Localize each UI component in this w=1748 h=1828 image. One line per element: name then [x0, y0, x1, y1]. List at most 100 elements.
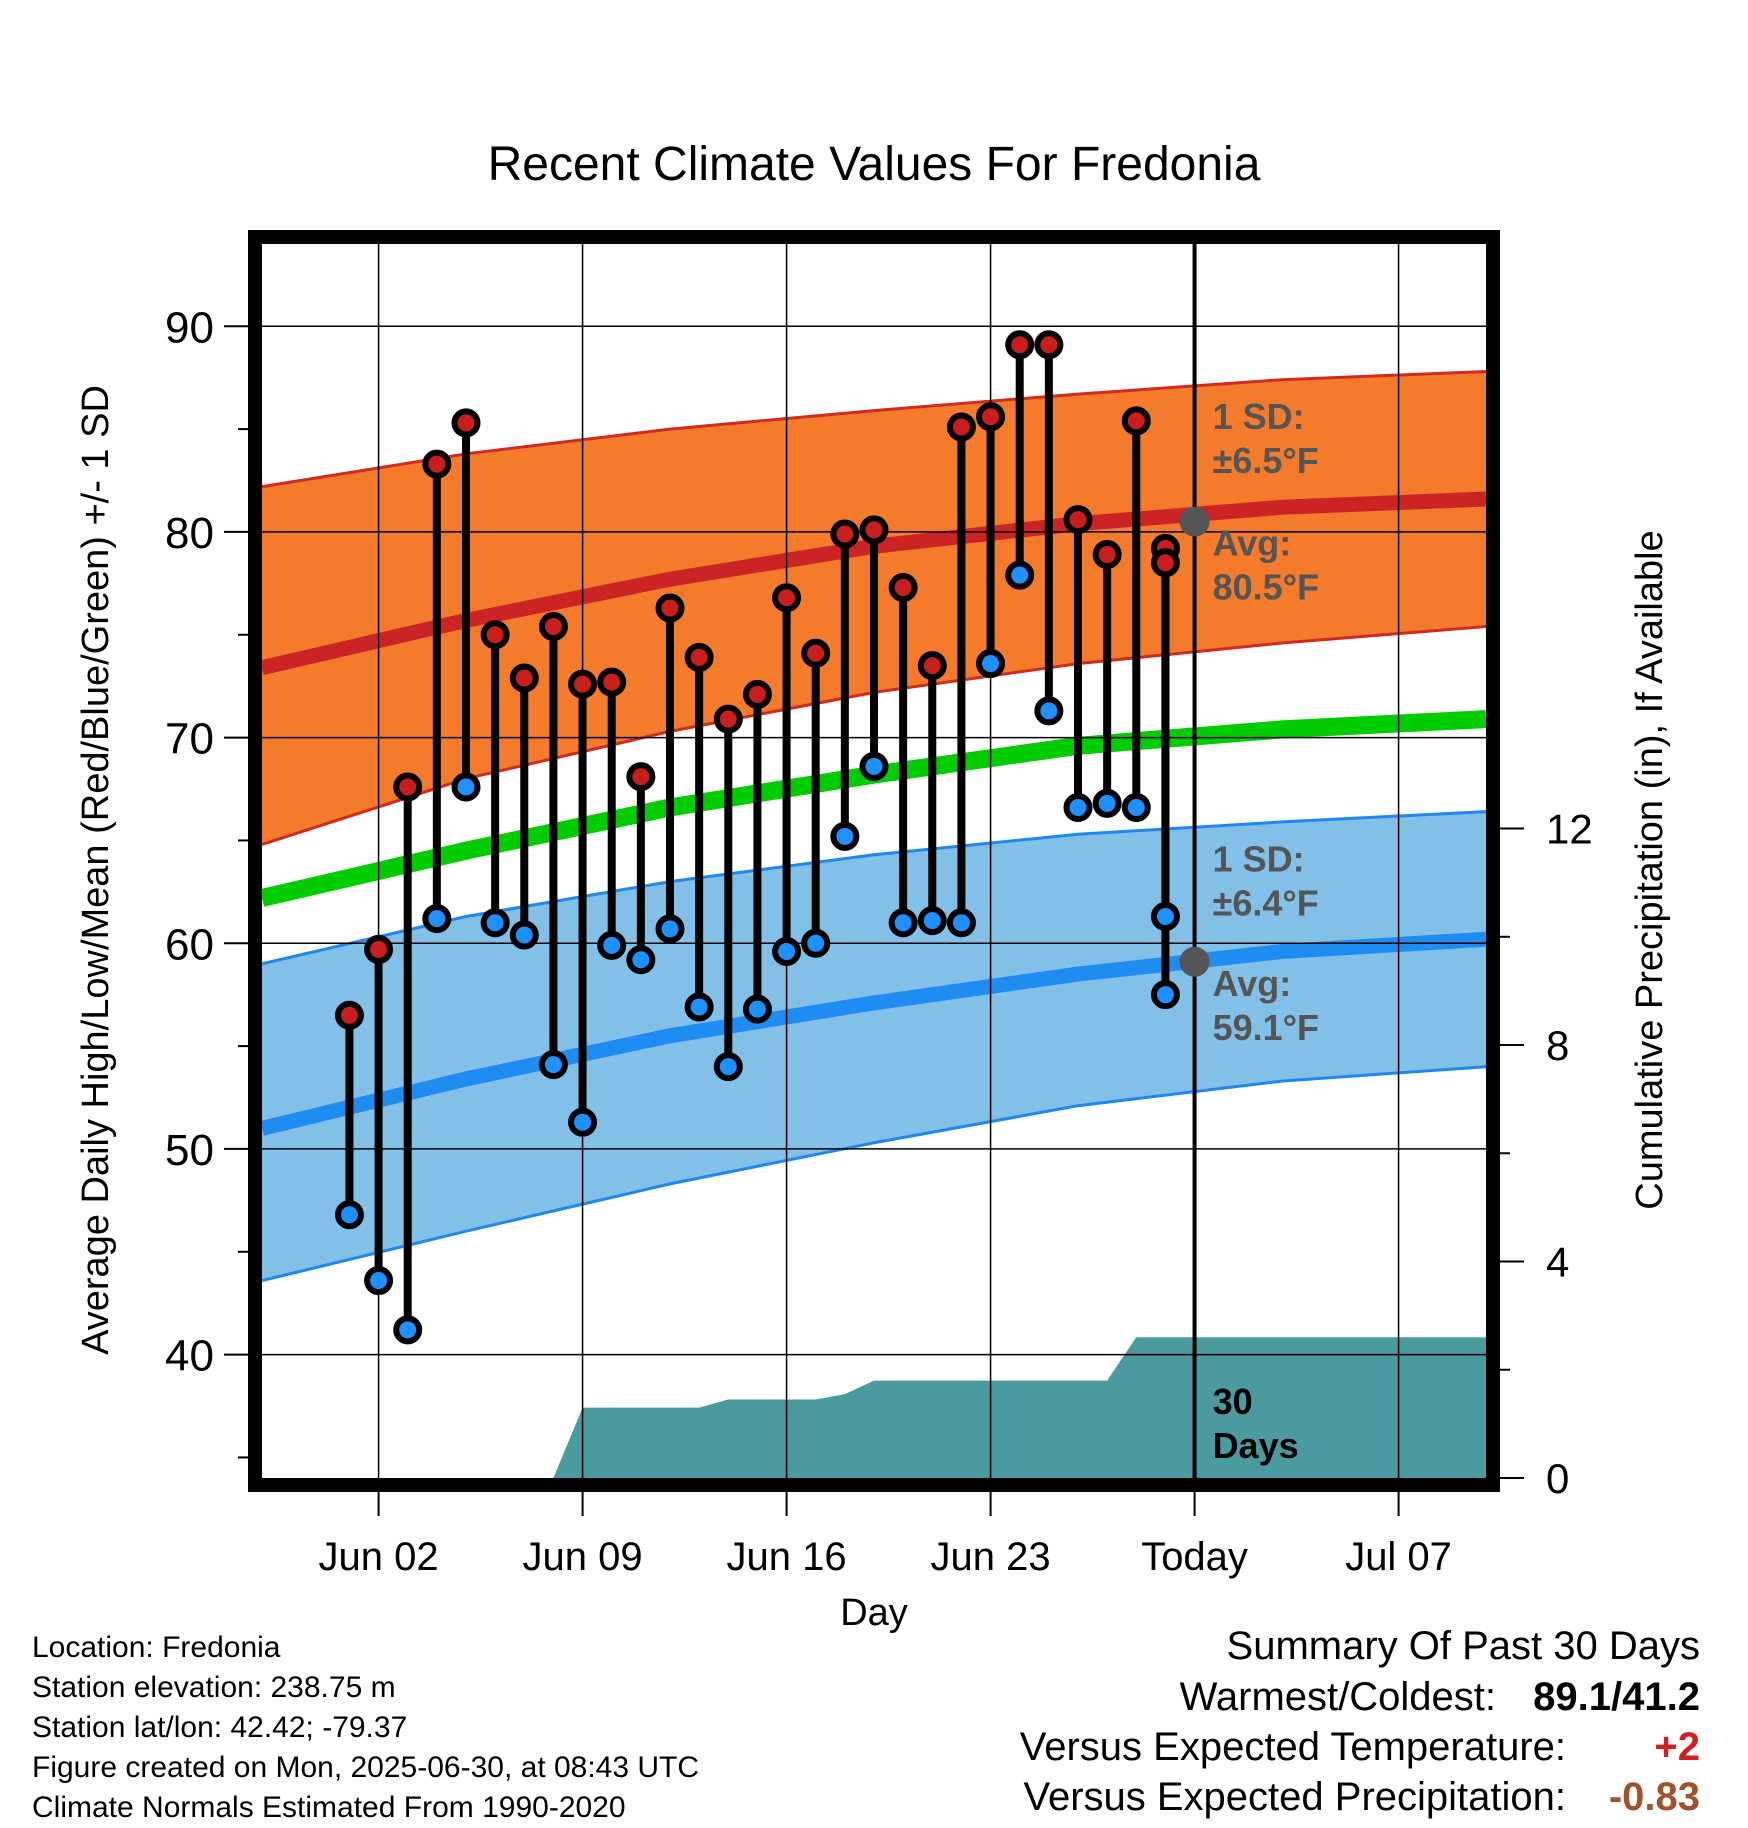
daily-high-point — [334, 1000, 364, 1030]
chart-title: Recent Climate Values For Fredonia — [488, 138, 1261, 191]
y-tick-label: 50 — [165, 1126, 214, 1175]
footer-created: Figure created on Mon, 2025-06-30, at 08… — [32, 1751, 699, 1784]
high-avg-label: Avg: — [1213, 523, 1292, 564]
daily-high-point — [568, 669, 598, 699]
daily-high-point — [684, 642, 714, 672]
y-axis-label: Average Daily High/Low/Mean (Red/Blue/Gr… — [75, 385, 117, 1355]
precipitation-layer — [262, 1337, 1486, 1478]
footer-latlon: Station lat/lon: 42.42; -79.37 — [32, 1711, 407, 1744]
daily-high-point — [946, 412, 976, 442]
daily-low-point — [1150, 980, 1180, 1010]
summary-temp-label: Versus Expected Temperature: — [1020, 1725, 1566, 1769]
footer-location: Location: Fredonia — [32, 1631, 281, 1664]
summary-precip-value: -0.83 — [1609, 1775, 1700, 1819]
low-avg-label: Avg: — [1213, 963, 1292, 1004]
daily-high-point — [830, 519, 860, 549]
daily-high-point — [655, 593, 685, 623]
daily-low-point — [334, 1200, 364, 1230]
daily-high-point — [538, 612, 568, 642]
normals-layer — [262, 370, 1486, 1283]
low-sd-label: 1 SD: — [1213, 838, 1305, 879]
x-tick-label: Jun 16 — [727, 1535, 847, 1579]
daily-low-point — [509, 920, 539, 950]
y2-tick-label: 12 — [1546, 806, 1593, 853]
high-avg-value: 80.5°F — [1213, 567, 1319, 608]
x-axis-label: Day — [840, 1592, 908, 1634]
summary-warmest-value: 89.1/41.2 — [1533, 1675, 1700, 1719]
axes-layer: 40 50 60 70 80 90 0 4 8 12 Jun 02 Jun 09 Jun 16 Jun 2… — [165, 303, 1593, 1579]
low-avg-marker — [1179, 946, 1210, 977]
daily-high-point — [1092, 540, 1122, 570]
x-tick-label: Jul 07 — [1345, 1535, 1452, 1579]
summary-temp-value: +2 — [1654, 1725, 1700, 1769]
daily-high-point — [976, 402, 1006, 432]
daily-low-point — [917, 906, 947, 936]
daily-high-point — [1034, 330, 1064, 360]
daily-high-point — [917, 651, 947, 681]
daily-low-point — [1150, 902, 1180, 932]
footer-info: Location: Fredonia Station elevation: 23… — [32, 1631, 699, 1824]
plot-frame-layer — [248, 230, 1500, 1492]
daily-low-point — [742, 994, 772, 1024]
x-tick-label: Jun 02 — [319, 1535, 439, 1579]
daily-high-point — [742, 679, 772, 709]
days-count-label: 30 — [1213, 1381, 1253, 1422]
daily-low-point — [859, 751, 889, 781]
y-tick-label: 90 — [165, 303, 214, 352]
daily-low-point — [451, 772, 481, 802]
daily-low-point — [888, 908, 918, 938]
y-tick-label: 70 — [165, 715, 214, 764]
high-sd-label: 1 SD: — [1213, 396, 1305, 437]
daily-low-point — [364, 1266, 394, 1296]
summary-precip-label: Versus Expected Precipitation: — [1023, 1775, 1566, 1819]
y2-axis-label: Cumulative Precipitation (in), If Availa… — [1629, 530, 1671, 1209]
daily-high-point — [859, 515, 889, 545]
daily-high-point — [364, 934, 394, 964]
footer-normals: Climate Normals Estimated From 1990-2020 — [32, 1791, 626, 1824]
daily-high-point — [1063, 505, 1093, 535]
daily-low-point — [1063, 793, 1093, 823]
daily-high-point — [772, 583, 802, 613]
daily-points-layer — [334, 330, 1180, 1345]
daily-low-point — [1092, 788, 1122, 818]
footer-elevation: Station elevation: 238.75 m — [32, 1671, 396, 1704]
y-tick-label: 60 — [165, 920, 214, 969]
daily-high-point — [888, 572, 918, 602]
daily-low-point — [597, 930, 627, 960]
daily-low-point — [655, 914, 685, 944]
plot-frame — [248, 230, 1500, 1492]
low-sd-band — [262, 811, 1486, 1281]
daily-low-point — [480, 908, 510, 938]
daily-low-point — [1005, 560, 1035, 590]
daily-low-point — [422, 904, 452, 934]
y-tick-label: 40 — [165, 1332, 214, 1381]
summary-panel: Summary Of Past 30 Days Warmest/Coldest:… — [1020, 1624, 1700, 1819]
daily-low-point — [684, 992, 714, 1022]
daily-high-point — [1005, 330, 1035, 360]
daily-low-point — [713, 1052, 743, 1082]
daily-high-point — [1121, 406, 1151, 436]
low-sd-band-lower-edge — [262, 1065, 1486, 1283]
x-tick-label: Today — [1141, 1535, 1248, 1579]
x-tick-label: Jun 09 — [523, 1535, 643, 1579]
daily-low-point — [393, 1315, 423, 1345]
summary-warmest-label: Warmest/Coldest: — [1180, 1675, 1496, 1719]
x-tick-label: Jun 23 — [931, 1535, 1051, 1579]
daily-high-point — [393, 772, 423, 802]
summary-title: Summary Of Past 30 Days — [1227, 1624, 1700, 1668]
daily-low-point — [1034, 696, 1064, 726]
daily-low-point — [538, 1050, 568, 1080]
daily-low-point — [946, 908, 976, 938]
daily-high-point — [626, 762, 656, 792]
daily-high-point — [597, 667, 627, 697]
daily-high-point — [422, 449, 452, 479]
low-sd-value: ±6.4°F — [1213, 882, 1319, 923]
low-sd-band-upper-edge — [262, 810, 1486, 966]
days-text-label: Days — [1213, 1425, 1299, 1466]
daily-low-point — [568, 1107, 598, 1137]
daily-high-point — [480, 620, 510, 650]
y2-tick-label: 4 — [1546, 1239, 1569, 1286]
low-avg-value: 59.1°F — [1213, 1007, 1319, 1048]
